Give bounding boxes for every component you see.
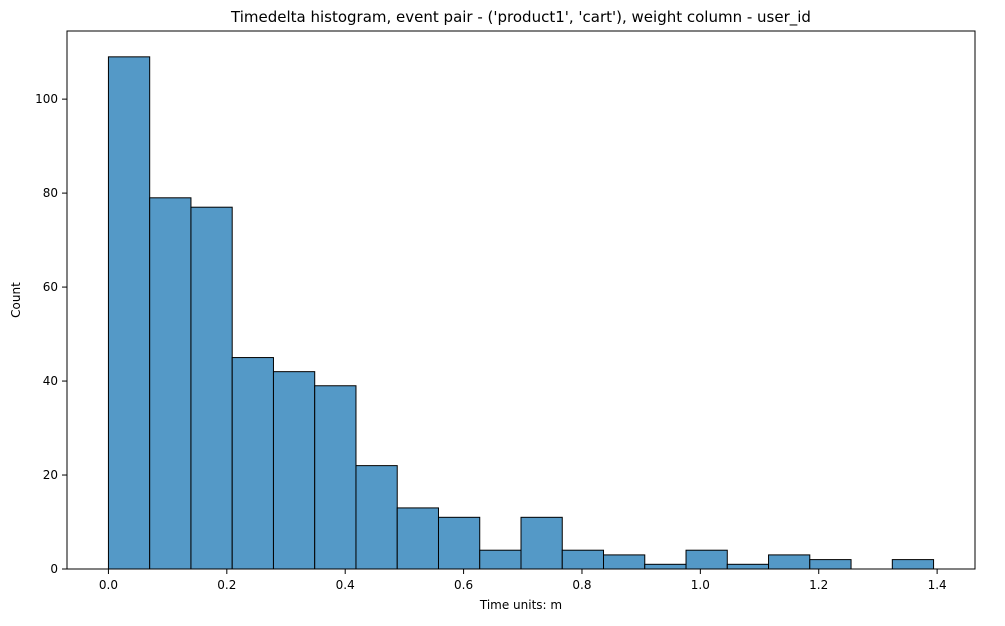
y-axis-label: Count: [9, 282, 23, 318]
histogram-bar-4: [272, 371, 316, 570]
y-tick-label-2: 40: [43, 374, 58, 388]
y-tick-label-4: 80: [43, 186, 58, 200]
y-axis: 0 20 40 60 80 100: [35, 92, 67, 576]
x-tick-label-6: 1.2: [809, 578, 828, 592]
histogram-bar-17: [809, 559, 852, 570]
x-tick-label-1: 0.2: [217, 578, 236, 592]
x-axis-label: Time units: m: [479, 598, 562, 612]
histogram-bar-14: [685, 549, 728, 570]
histogram-bar-10: [520, 516, 563, 570]
plot-frame: [66, 30, 976, 570]
x-tick-label-5: 1.0: [691, 578, 710, 592]
histogram-bar-12: [603, 554, 646, 570]
x-axis: 0.0 0.2 0.4 0.6 0.8 1.0 1.2 1.4: [99, 569, 947, 592]
histogram-bar-7: [396, 507, 439, 570]
histogram-bar-15: [726, 563, 770, 570]
x-tick-label-0: 0.0: [99, 578, 118, 592]
histogram-bar-3: [231, 357, 274, 570]
histogram-bar-13: [644, 563, 687, 570]
histogram-bar-9: [479, 549, 522, 570]
histogram-bar-6: [355, 465, 398, 570]
histogram-bar-0: [107, 56, 151, 570]
y-tick-label-5: 100: [35, 92, 58, 106]
x-tick-label-7: 1.4: [928, 578, 947, 592]
y-tick-label-3: 60: [43, 280, 58, 294]
x-tick-label-3: 0.6: [454, 578, 473, 592]
histogram-bar-5: [314, 385, 357, 570]
y-tick-label-0: 0: [50, 562, 58, 576]
histogram-bar-19: [891, 559, 935, 570]
histogram-bar-1: [149, 197, 192, 570]
bars-group: [107, 56, 935, 570]
chart-title: Timedelta histogram, event pair - ('prod…: [230, 8, 811, 27]
histogram-bar-16: [768, 554, 811, 570]
x-tick-label-2: 0.4: [336, 578, 355, 592]
x-tick-label-4: 0.8: [572, 578, 591, 592]
histogram-bar-11: [561, 549, 605, 570]
histogram-bar-8: [437, 516, 481, 570]
y-tick-label-1: 20: [43, 468, 58, 482]
histogram-bar-2: [190, 206, 233, 570]
